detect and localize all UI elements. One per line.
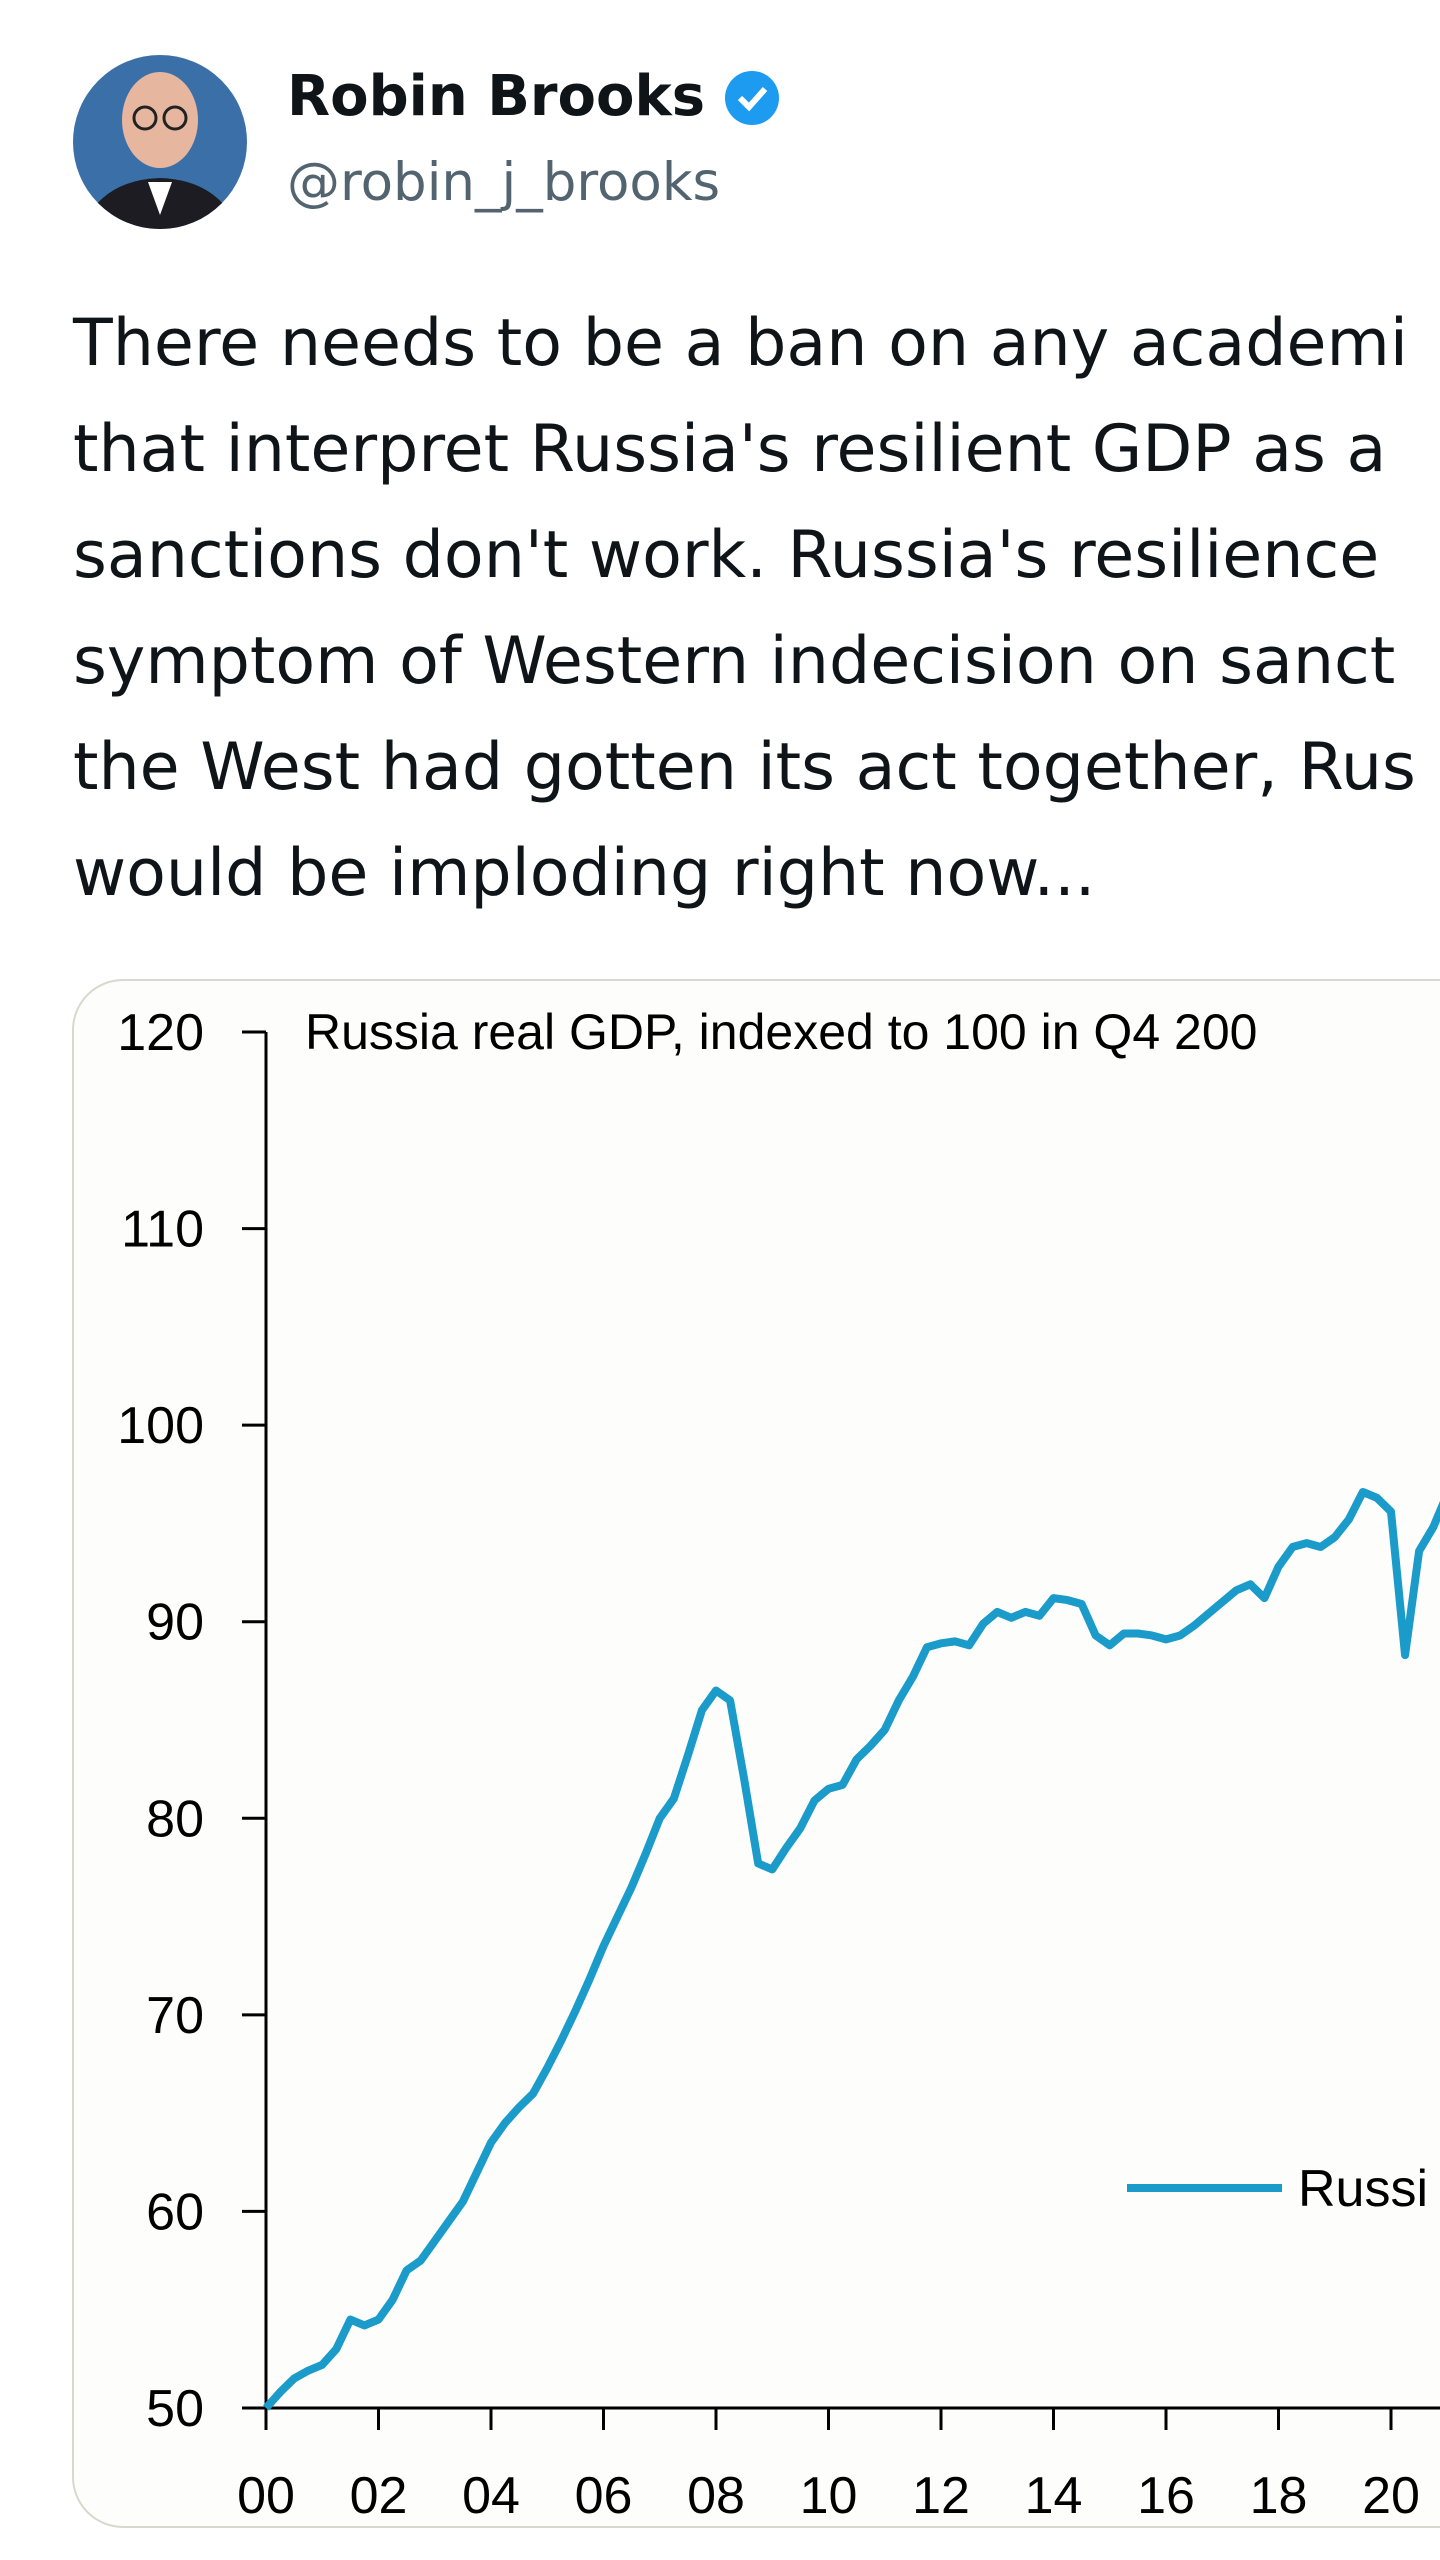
avatar[interactable] [70,52,250,232]
x-tick-label: 12 [912,2467,970,2525]
x-tick-label: 08 [687,2467,745,2525]
media-card[interactable] [72,979,1440,2528]
chart-title: Russia real GDP, indexed to 100 in Q4 20… [305,1004,1257,1060]
x-tick-label: 14 [1025,2467,1083,2525]
author-name[interactable]: Robin Brooks [287,64,705,129]
x-tick-label: 20 [1362,2467,1420,2525]
y-tick-label: 50 [146,2380,204,2438]
x-tick-label: 02 [350,2467,408,2525]
x-tick-label: 00 [237,2467,295,2525]
x-tick-label: 04 [462,2467,520,2525]
verified-badge [725,71,779,125]
legend-label: Russi [1298,2160,1428,2218]
author-handle[interactable]: @robin_j_brooks [287,152,720,213]
y-tick-label: 70 [146,1987,204,2045]
y-tick-label: 120 [117,1004,204,1062]
x-tick-label: 16 [1137,2467,1195,2525]
x-tick-label: 10 [800,2467,858,2525]
text-line: sanctions don't work. Russia's resilienc… [73,518,1379,593]
tweet-text: There needs to be a ban on any academi th… [72,306,1416,911]
chart: 50 60 70 80 90 100 110 120 00 02 04 06 08 10 12 14 16 18 2… [117,1004,1440,2525]
text-line: that interpret Russia's resilient GDP as… [73,412,1386,487]
y-tick-label: 100 [117,1397,204,1455]
x-tick-label: 06 [575,2467,633,2525]
x-tick-label: 18 [1250,2467,1308,2525]
y-tick-label: 110 [121,1201,204,1259]
text-line: There needs to be a ban on any academi [72,306,1408,381]
y-tick-label: 80 [146,1790,204,1848]
line-series [263,1487,1440,2411]
text-line: the West had gotten its act together, Ru… [73,730,1416,805]
y-tick-label: 60 [146,2183,204,2241]
y-tick-label: 90 [146,1594,204,1652]
text-line: would be imploding right now... [73,836,1095,911]
text-line: symptom of Western indecision on sanct [73,624,1395,699]
